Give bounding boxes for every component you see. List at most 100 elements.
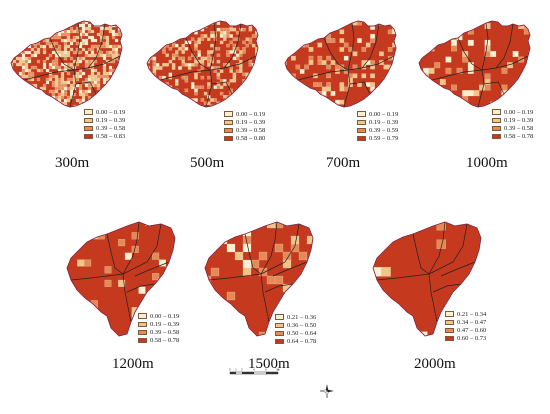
grid-cell — [194, 91, 198, 96]
grid-cell — [156, 12, 159, 15]
grid-cell — [251, 212, 259, 220]
legend-entry: 0.00 – 0.19 — [357, 110, 398, 118]
grid-cell — [258, 98, 261, 101]
grid-cell — [207, 53, 211, 57]
grid-cell — [84, 41, 89, 46]
grid-cell — [317, 25, 323, 30]
grid-cell — [40, 108, 43, 111]
grid-cell — [265, 41, 266, 44]
grid-cell — [96, 32, 101, 37]
grid-cell — [317, 82, 323, 87]
grid-cell — [220, 130, 223, 133]
grid-cell — [152, 101, 157, 105]
grid-cell — [149, 31, 153, 35]
grid-cell — [184, 75, 189, 80]
grid-cell — [58, 12, 61, 15]
grid-cell — [61, 111, 64, 114]
grid-cell — [70, 15, 73, 18]
grid-cell — [78, 92, 83, 97]
grid-cell — [84, 259, 92, 267]
grid-cell — [67, 123, 70, 126]
grid-cell — [143, 82, 146, 85]
grid-cell — [109, 15, 112, 18]
legend-range: 0.00 – 0.19 — [236, 110, 266, 118]
grid-cell — [523, 67, 530, 74]
grid-cell — [339, 29, 345, 35]
grid-cell — [54, 35, 59, 40]
grid-cell — [7, 18, 10, 21]
choropleth-map — [204, 212, 314, 337]
grid-cell — [85, 12, 88, 15]
grid-cell — [392, 25, 396, 30]
grid-cell — [30, 65, 35, 70]
grid-cell — [127, 93, 130, 96]
grid-cell — [188, 111, 191, 114]
grid-cell — [258, 102, 261, 105]
grid-cell — [278, 43, 282, 47]
grid-cell — [152, 27, 157, 32]
grid-cell — [72, 50, 77, 55]
grid-cell — [52, 141, 55, 142]
grid-cell — [313, 12, 317, 16]
legend-entry: 0.21 – 0.36 — [275, 313, 316, 321]
grid-cell — [226, 291, 236, 301]
legend-range: 0.19 – 0.39 — [236, 118, 266, 126]
grid-cell — [21, 62, 26, 67]
grid-cell — [4, 75, 7, 78]
district-line — [87, 55, 121, 69]
grid-cell — [210, 299, 220, 309]
grid-cell — [401, 12, 404, 16]
grid-cell — [10, 111, 13, 114]
district-line — [122, 221, 140, 275]
district-line — [244, 233, 262, 275]
grid-cell — [428, 23, 435, 29]
map-legend: 0.00 – 0.19 0.19 – 0.39 0.39 – 0.58 0.58 – … — [492, 108, 533, 141]
grid-cell — [120, 26, 122, 31]
grid-cell — [58, 129, 61, 132]
grid-cell — [93, 44, 98, 49]
grid-cell — [73, 141, 76, 142]
grid-cell — [181, 27, 185, 32]
grid-cell — [102, 101, 107, 106]
legend-range: 0.00 – 0.19 — [96, 108, 126, 116]
grid-cell — [91, 12, 94, 15]
grid-cell — [198, 130, 201, 133]
grid-cell — [172, 15, 175, 18]
grid-cell — [331, 126, 335, 130]
grid-cell — [197, 85, 201, 89]
grid-cell — [205, 243, 212, 253]
grid-cell — [105, 38, 110, 43]
grid-cell — [12, 44, 17, 49]
grid-cell — [127, 96, 130, 99]
grid-cell — [168, 59, 173, 64]
grid-cell — [479, 124, 485, 130]
grid-cell — [118, 239, 126, 247]
grid-cell — [111, 44, 116, 49]
grid-cell — [7, 138, 10, 141]
grid-cell — [4, 33, 7, 36]
grid-cell — [370, 82, 375, 87]
grid-cell — [117, 32, 122, 37]
grid-cell — [81, 56, 86, 61]
grid-cell — [219, 85, 224, 89]
grid-cell — [27, 26, 32, 31]
grid-cell — [11, 44, 14, 49]
grid-cell — [535, 29, 538, 35]
grid-cell — [219, 212, 227, 220]
grid-cell — [61, 117, 64, 120]
grid-cell — [219, 79, 224, 83]
grid-cell — [120, 56, 122, 61]
grid-cell — [16, 12, 19, 15]
grid-cell — [124, 12, 127, 15]
legend-swatch — [445, 335, 454, 342]
grid-cell — [22, 114, 25, 117]
grid-cell — [37, 135, 40, 138]
grid-cell — [175, 95, 179, 99]
grid-cell — [219, 40, 224, 45]
grid-cell — [445, 56, 452, 63]
grid-cell — [105, 74, 110, 79]
grid-cell — [285, 42, 287, 48]
grid-cell — [84, 77, 89, 82]
grid-cell — [226, 34, 230, 38]
grid-cell — [84, 62, 89, 67]
